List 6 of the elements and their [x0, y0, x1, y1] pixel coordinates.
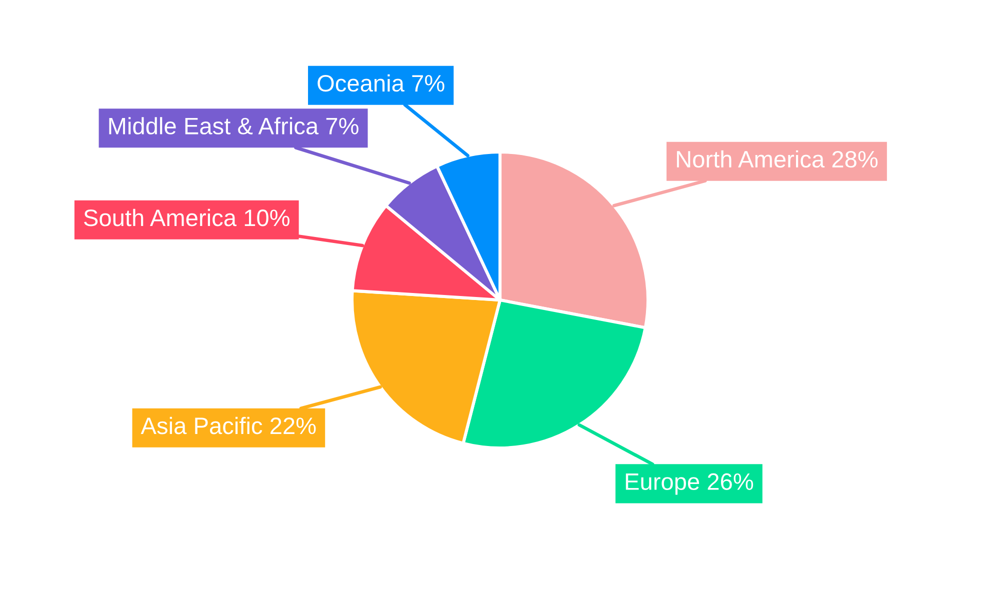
slice-label: Middle East & Africa 7%	[109, 117, 358, 134]
slice-label: South America 10%	[84, 208, 290, 226]
slice-label: Asia Pacific 22%	[140, 416, 316, 434]
slice-label: Oceania 7%	[318, 74, 444, 92]
slice-label: Europe 26%	[626, 473, 754, 495]
slice-label: North America 28%	[676, 150, 878, 168]
